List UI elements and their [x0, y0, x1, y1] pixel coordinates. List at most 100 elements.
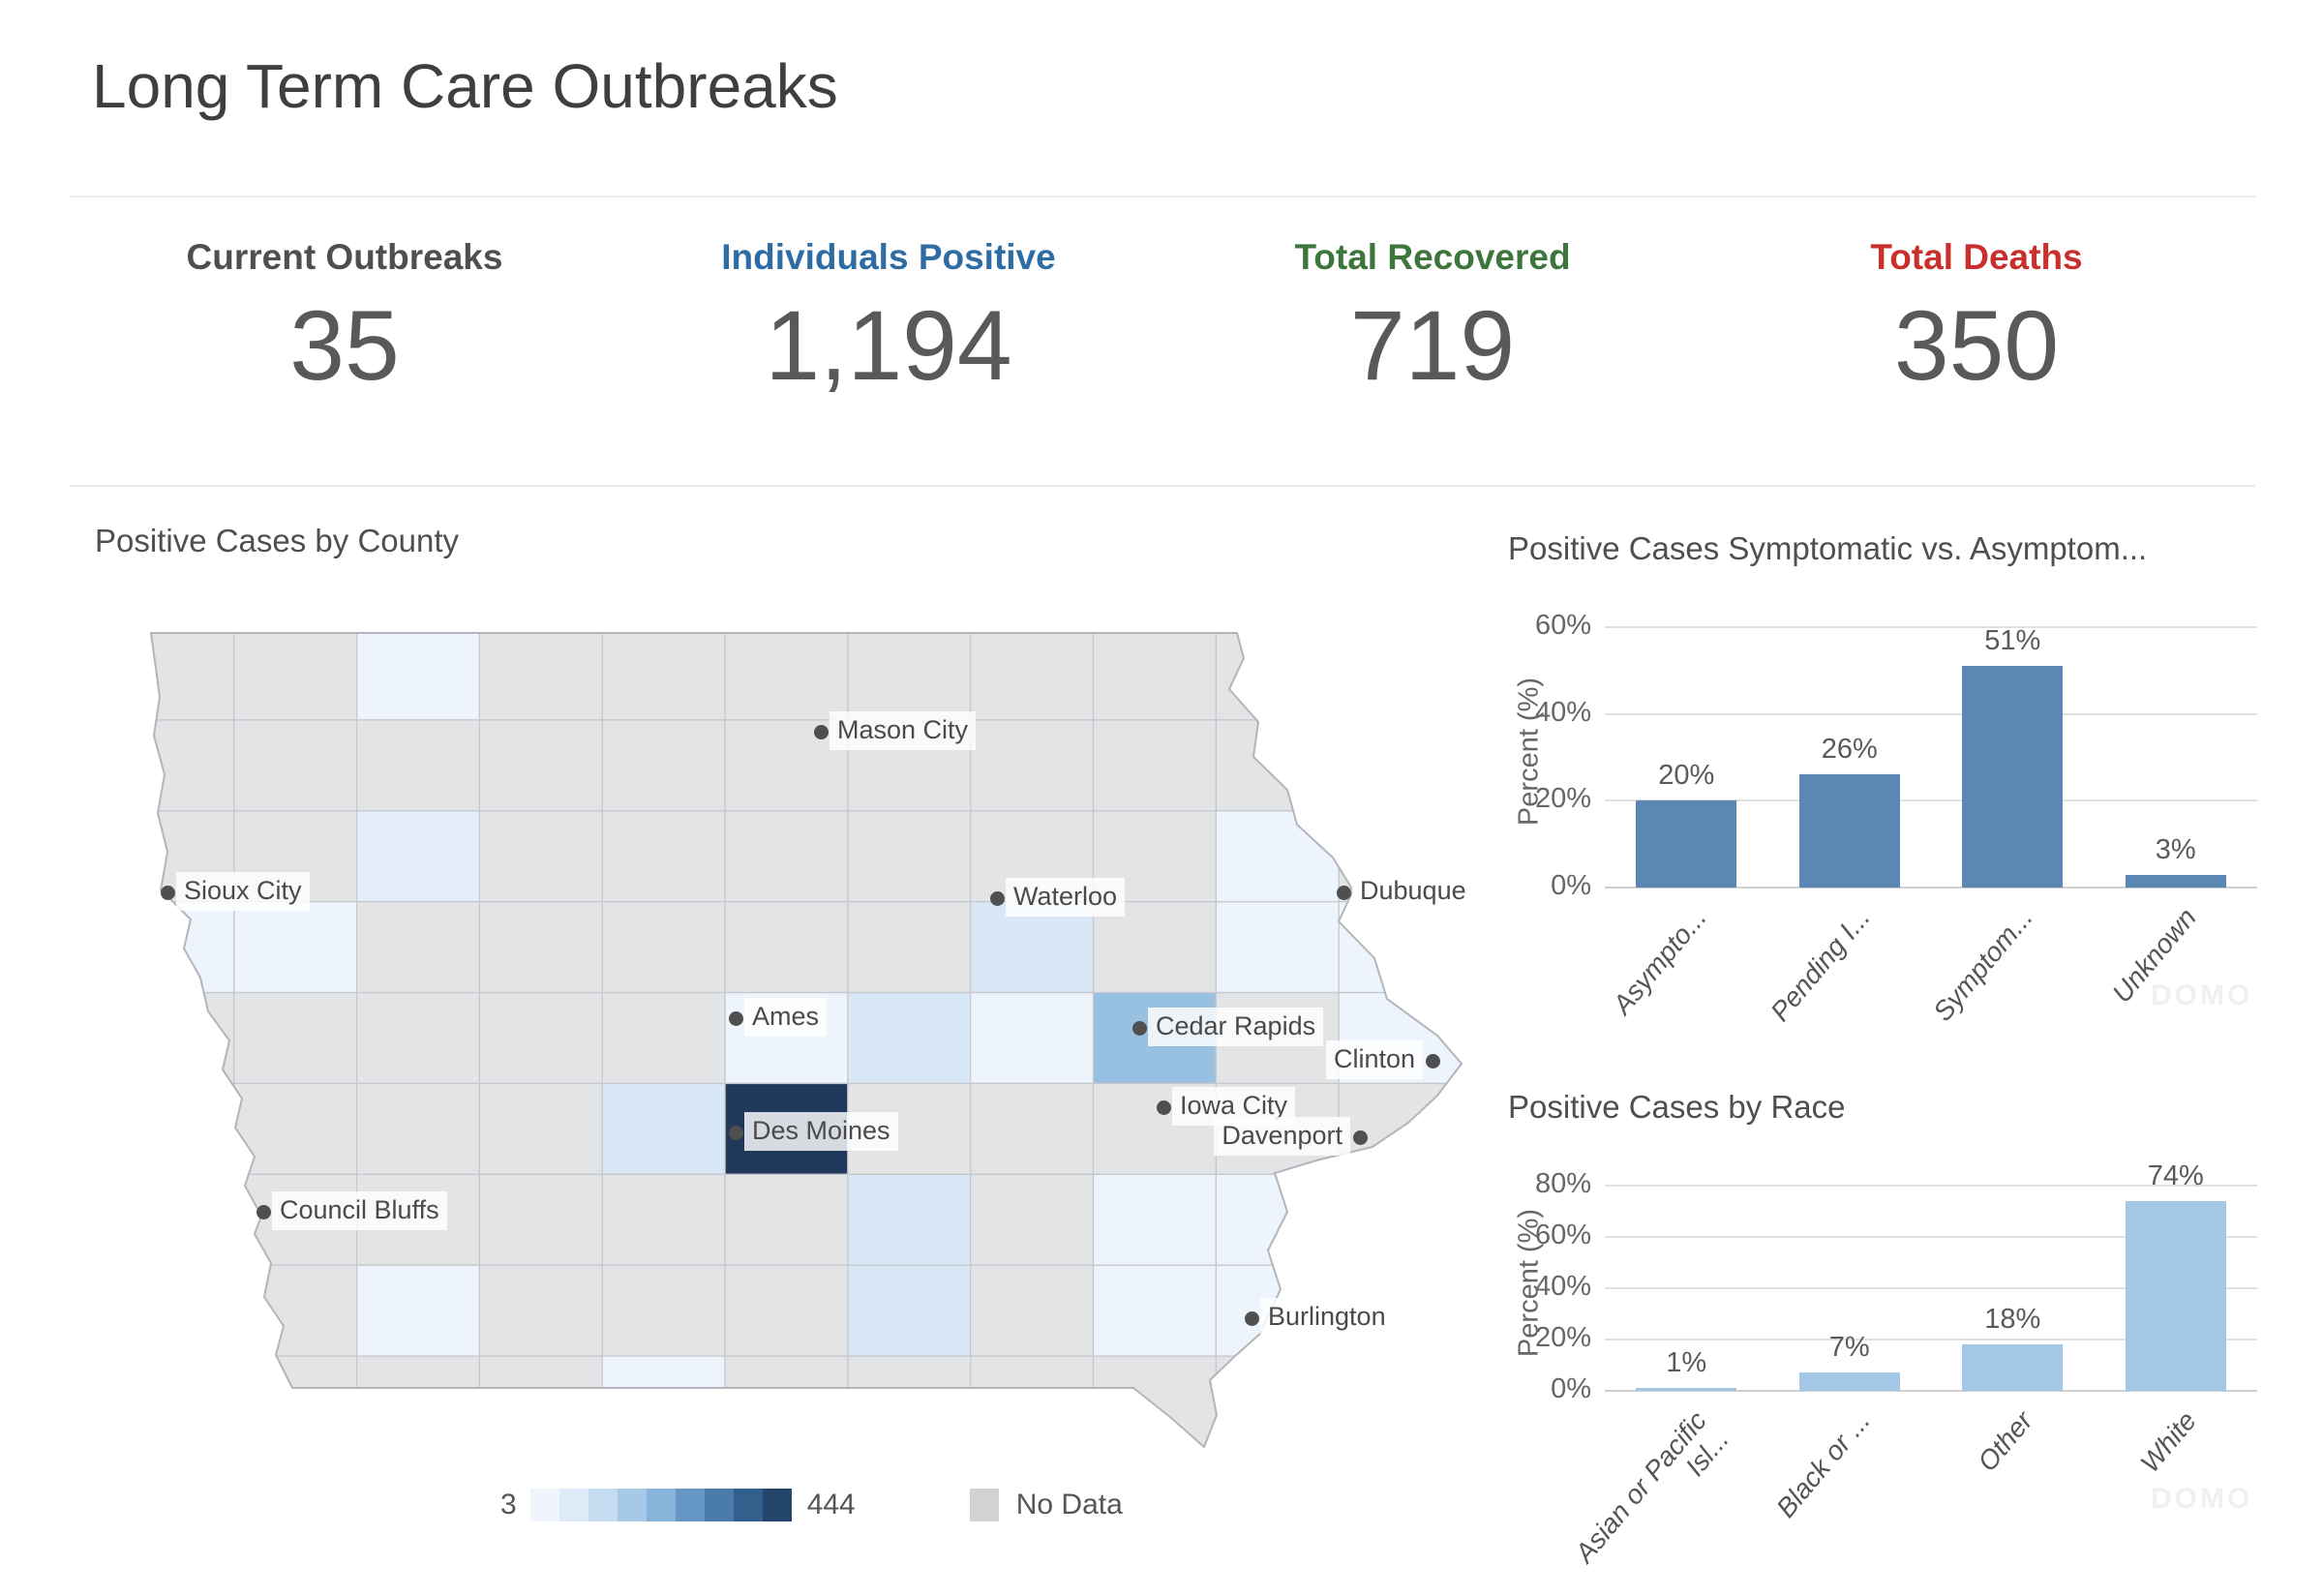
county-cell [478, 901, 603, 994]
gridline-60 [1605, 1236, 2257, 1238]
county-cell [847, 810, 972, 903]
city-label-Cedar Rapids: Cedar Rapids [1148, 1008, 1324, 1046]
gridline-20 [1605, 799, 2257, 802]
bar-value-label: 1% [1666, 1347, 1707, 1379]
chart-symptomatic-vs-asymptomatic: Positive Cases Symptomatic vs. Asymptom.… [1508, 530, 2263, 1072]
city-label-Mason City: Mason City [830, 711, 977, 750]
city-label-Davenport: Davenport [1214, 1117, 1350, 1156]
section-divider [70, 485, 2255, 487]
county-cell [233, 719, 358, 812]
chart-title: Positive Cases by Race [1508, 1089, 1846, 1125]
header-divider [70, 196, 2255, 197]
county-cell [355, 1264, 481, 1357]
y-tick-label: 40% [1534, 1271, 1591, 1302]
stat-total-deaths: Total Deaths 350 [1705, 237, 2248, 401]
county-cell [601, 633, 726, 721]
bar-value-label: 7% [1828, 1332, 1870, 1364]
county-cell [478, 1264, 603, 1357]
city-dot-Iowa City [1157, 1100, 1171, 1115]
city-dot-Waterloo [990, 891, 1005, 906]
county-cell [1092, 810, 1218, 903]
bar-value-label: 26% [1821, 734, 1878, 766]
x-category-label: Asympto... [1607, 902, 1713, 1020]
gridline-0 [1605, 1390, 2257, 1392]
city-dot-Mason City [814, 725, 829, 739]
stat-label: Current Outbreaks [186, 237, 503, 277]
gridline-0 [1605, 887, 2257, 888]
county-cell [233, 633, 358, 721]
stat-value: 35 [289, 289, 400, 401]
city-label-Council Bluffs: Council Bluffs [272, 1191, 447, 1230]
x-category-label: Other [1972, 1405, 2039, 1477]
city-dot-Cedar Rapids [1132, 1021, 1147, 1036]
bar-Asympto... [1636, 800, 1737, 888]
chart-title: Positive Cases Symptomatic vs. Asymptom.… [1508, 530, 2148, 566]
gridline-20 [1605, 1339, 2257, 1340]
stat-label: Individuals Positive [721, 237, 1056, 277]
stat-value: 719 [1349, 289, 1516, 401]
county-cell [601, 1264, 726, 1357]
legend-swatch [762, 1489, 792, 1521]
page-title: Long Term Care Outbreaks [92, 51, 838, 121]
county-cell [1215, 901, 1340, 994]
city-dot-Burlington [1245, 1311, 1259, 1326]
county-cell [847, 1173, 972, 1266]
bar-Pending I... [1798, 774, 1900, 888]
stat-total-recovered: Total Recovered 719 [1161, 237, 1705, 401]
city-label-Dubuque: Dubuque [1352, 872, 1474, 911]
bar-Unknown [2125, 874, 2226, 888]
x-category-label: Pending I... [1764, 902, 1876, 1027]
gridline-40 [1605, 712, 2257, 715]
bar-Asian or Pacific Isl... [1636, 1388, 1737, 1391]
city-dot-Davenport [1353, 1130, 1368, 1145]
stat-current-outbreaks: Current Outbreaks 35 [73, 237, 617, 401]
legend-swatch [588, 1489, 618, 1521]
city-dot-Dubuque [1337, 886, 1351, 900]
stat-label: Total Deaths [1870, 237, 2083, 277]
gridline-40 [1605, 1287, 2257, 1289]
legend-swatch [675, 1489, 705, 1521]
stat-label: Total Recovered [1294, 237, 1571, 277]
map-title: Positive Cases by County [95, 523, 460, 558]
y-tick-label: 0% [1551, 1373, 1591, 1404]
gridline-60 [1605, 626, 2257, 628]
city-label-Des Moines: Des Moines [744, 1112, 898, 1151]
city-label-Burlington: Burlington [1260, 1298, 1394, 1337]
county-cell [601, 991, 726, 1085]
stat-value: 350 [1893, 289, 2060, 401]
city-dot-Council Bluffs [256, 1205, 271, 1220]
county-cell [1092, 633, 1218, 721]
legend-min-value: 3 [500, 1489, 517, 1521]
y-tick-label: 20% [1534, 783, 1591, 815]
county-cell [478, 1173, 603, 1266]
city-label-Clinton: Clinton [1325, 1040, 1423, 1079]
county-cell [355, 1082, 481, 1175]
y-tick-label: 60% [1534, 610, 1591, 641]
legend-swatch [617, 1489, 647, 1521]
legend-swatch [646, 1489, 676, 1521]
bar-White [2125, 1200, 2226, 1391]
county-cell [478, 719, 603, 812]
y-tick-label: 60% [1534, 1220, 1591, 1250]
bar-value-label: 74% [2147, 1159, 2204, 1191]
county-cell [970, 719, 1095, 812]
x-category-label: Black or ... [1769, 1405, 1876, 1523]
x-category-label: Asian or Pacific Isl... [1569, 1405, 1735, 1569]
legend-swatch [733, 1489, 763, 1521]
bar-Symptom... [1962, 666, 2064, 888]
y-tick-label: 20% [1534, 1322, 1591, 1353]
county-cell [601, 1173, 726, 1266]
y-tick-label: 80% [1534, 1168, 1591, 1199]
chart-by-race: Positive Cases by Race Percent (%) 0% 20%… [1508, 1089, 2263, 1568]
x-category-label: Symptom... [1927, 902, 2039, 1027]
legend-no-data-swatch [969, 1489, 999, 1521]
county-cell [970, 633, 1095, 721]
gridline-80 [1605, 1185, 2257, 1187]
county-cell [1092, 719, 1218, 812]
legend-swatch [704, 1489, 734, 1521]
county-cell [847, 1264, 972, 1357]
city-label-Sioux City: Sioux City [176, 872, 310, 911]
county-cell [601, 1082, 726, 1175]
county-cell [970, 991, 1095, 1085]
city-dot-Des Moines [729, 1126, 743, 1140]
